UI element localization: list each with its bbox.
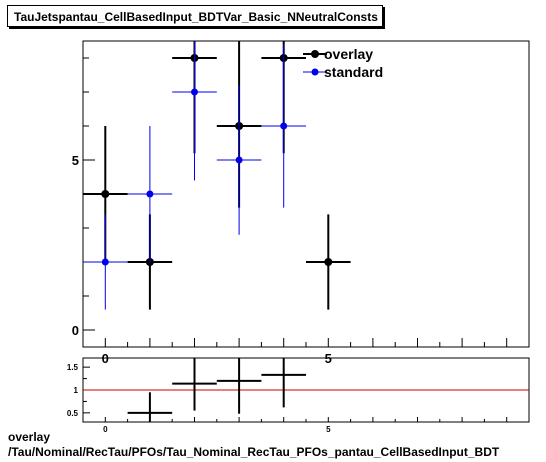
overlay-marker [101,190,110,198]
legend: overlay standard [303,46,383,80]
chart-title: TauJetspantau_CellBasedInput_BDTVar_Basi… [14,10,378,24]
standard-marker [101,258,109,266]
y-tick-label: 1 [74,386,79,395]
x-tick-label: 5 [326,425,331,434]
standard-point [172,41,217,181]
standard-marker [146,190,154,198]
overlay-marker [324,258,333,266]
y-tick-label: 5 [72,153,79,168]
standard-point [261,44,306,208]
ratio-plot-panel: 0 5 0.5 1 1.5 [67,357,530,434]
standard-marker [280,122,288,130]
standard-point [127,126,173,262]
overlay-point [306,214,351,310]
title-box: TauJetspantau_CellBasedInput_BDTVar_Basi… [7,5,383,27]
y-tick-label: 0.5 [67,409,79,418]
standard-point [83,214,128,310]
ratio-point [172,358,217,411]
x-tick-label: 0 [103,425,108,434]
legend-standard-marker [311,68,319,76]
ratio-point [127,392,173,422]
caption-line-2: /Tau/Nominal/RecTau/PFOs/Tau_Nominal_Rec… [8,445,500,459]
main-plot-panel: 0 505 [72,40,530,366]
caption-line-1: overlay [8,430,51,444]
legend-standard-label: standard [324,64,383,80]
legend-overlay-marker [311,50,319,58]
ratio-point [261,358,306,408]
data-layer [83,41,351,310]
caption: overlay /Tau/Nominal/RecTau/PFOs/Tau_Nom… [8,430,499,460]
legend-overlay-label: overlay [324,46,373,62]
y-tick-label: 0 [72,323,79,338]
y-tick-label: 1.5 [67,363,79,372]
standard-marker [235,156,243,164]
standard-point [216,85,262,235]
standard-marker [191,88,198,96]
ratio-point [216,358,262,414]
data-layer [127,358,306,422]
